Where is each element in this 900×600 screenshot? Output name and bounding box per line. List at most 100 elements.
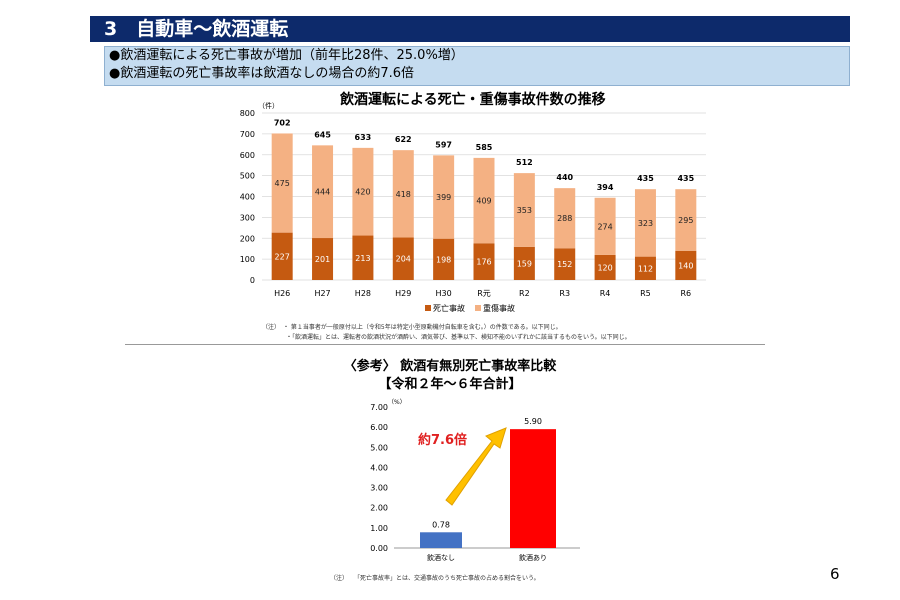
- y-tick-label: 500: [240, 172, 255, 181]
- data-label: 201: [315, 255, 330, 264]
- y-tick-label: 700: [240, 130, 255, 139]
- chart2-note: （注） 「死亡事故率」とは、交通事故のうち死亡事故の占める割合をいう。: [330, 575, 540, 582]
- data-label: 198: [436, 255, 451, 264]
- x-tick-label: H29: [395, 289, 411, 298]
- bar-serious: [554, 188, 576, 249]
- bar-fatal: [634, 256, 656, 280]
- y-tick-label: 200: [240, 234, 255, 243]
- y-tick-label: 0.00: [370, 544, 388, 553]
- data-label: 213: [355, 254, 370, 263]
- chart1-note: （注） ・ 第１当事者が一般原付以上（令和5年は特定小型原動機付自転車を含む。）…: [262, 324, 562, 331]
- data-label: 5.90: [524, 417, 542, 426]
- x-tick-label: R元: [477, 289, 491, 298]
- bar-serious: [473, 157, 495, 244]
- data-label: 420: [355, 188, 370, 197]
- data-label: 475: [275, 179, 290, 188]
- y-axis-unit: （件）: [258, 101, 279, 110]
- total-label: 702: [274, 118, 291, 127]
- bar-serious: [594, 197, 616, 255]
- bar-fatal: [594, 254, 616, 280]
- data-label: 152: [557, 260, 572, 269]
- bar-fatal: [352, 235, 374, 280]
- x-tick-label: R2: [519, 289, 530, 298]
- y-tick-label: 100: [240, 255, 255, 264]
- page-number: 6: [830, 565, 840, 583]
- chart1-note: ・「飲酒運転」とは、運転者の飲酒状況が酒酔い、酒気帯び、基準以下、検知不能のいず…: [286, 334, 631, 341]
- y-tick-label: 0: [250, 276, 255, 285]
- divider: [125, 344, 765, 345]
- x-tick-label: H30: [436, 289, 452, 298]
- y-tick-label: 4.00: [370, 463, 388, 472]
- bar-fatal: [473, 243, 495, 280]
- bar-fatal: [392, 237, 414, 280]
- y-tick-label: 6.00: [370, 423, 388, 432]
- data-label: 176: [476, 258, 491, 267]
- legend-swatch: [475, 305, 481, 311]
- bar-fatal: [554, 248, 576, 280]
- arrow-icon: [445, 427, 507, 506]
- y-tick-label: 7.00: [370, 403, 388, 412]
- y-tick-label: 400: [240, 193, 255, 202]
- data-label: 227: [275, 252, 290, 261]
- x-tick-label: R6: [680, 289, 691, 298]
- bar-serious: [433, 155, 455, 239]
- data-label: 399: [436, 193, 451, 202]
- y-tick-label: 3.00: [370, 484, 388, 493]
- data-label: 274: [597, 222, 612, 231]
- total-label: 622: [395, 135, 412, 144]
- bar-serious: [513, 173, 535, 247]
- bar-serious: [352, 147, 374, 236]
- summary-box: ●飲酒運転による死亡事故が増加（前年比28件、25.0%増） ●飲酒運転の死亡事…: [104, 46, 850, 86]
- x-tick-label: R4: [600, 289, 611, 298]
- bar: [420, 532, 462, 548]
- total-label: 585: [476, 143, 493, 152]
- legend-swatch: [425, 305, 431, 311]
- ratio-annotation: 約7.6倍: [418, 432, 467, 448]
- summary-line: ●飲酒運転の死亡事故率は飲酒なしの場合の約7.6倍: [109, 66, 415, 81]
- bar-fatal: [433, 238, 455, 280]
- total-label: 435: [637, 174, 654, 183]
- x-tick-label: 飲酒なし: [427, 553, 455, 562]
- bar-serious: [634, 189, 656, 257]
- y-tick-label: 2.00: [370, 504, 388, 513]
- chart1-title: 飲酒運転による死亡・重傷事故件数の推移: [340, 92, 606, 108]
- x-tick-label: R3: [559, 289, 570, 298]
- x-tick-label: H26: [274, 289, 290, 298]
- y-tick-label: 600: [240, 151, 255, 160]
- data-label: 288: [557, 214, 572, 223]
- total-label: 512: [516, 158, 533, 167]
- bar-fatal: [312, 238, 334, 280]
- x-tick-label: H28: [355, 289, 371, 298]
- summary-line: ●飲酒運転による死亡事故が増加（前年比28件、25.0%増）: [109, 48, 464, 63]
- total-label: 394: [597, 183, 614, 192]
- section-header: 3 自動車～飲酒運転: [90, 16, 850, 42]
- total-label: 435: [677, 174, 694, 183]
- y-tick-label: 300: [240, 213, 255, 222]
- x-tick-label: H27: [314, 289, 330, 298]
- x-tick-label: R5: [640, 289, 651, 298]
- ref-subtitle: 【令和２年～６年合計】: [378, 377, 522, 392]
- data-label: 120: [597, 263, 612, 272]
- data-label: 140: [678, 261, 693, 270]
- total-label: 597: [435, 140, 452, 149]
- data-label: 444: [315, 188, 330, 197]
- bar: [510, 429, 556, 548]
- data-label: 409: [476, 197, 491, 206]
- data-label: 418: [396, 190, 411, 199]
- bar-fatal: [675, 250, 697, 280]
- data-label: 323: [638, 219, 653, 228]
- data-label: 159: [517, 259, 532, 268]
- bar-serious: [271, 133, 293, 233]
- bar-fatal: [271, 232, 293, 280]
- y-axis-unit: （%）: [388, 399, 406, 406]
- bar-serious: [392, 150, 414, 238]
- total-label: 633: [355, 133, 372, 142]
- total-label: 645: [314, 130, 331, 139]
- y-tick-label: 800: [240, 109, 255, 118]
- x-tick-label: 飲酒あり: [519, 553, 547, 562]
- data-label: 353: [517, 206, 532, 215]
- y-tick-label: 1.00: [370, 524, 388, 533]
- total-label: 440: [556, 173, 573, 182]
- data-label: 0.78: [432, 520, 450, 529]
- y-tick-label: 5.00: [370, 443, 388, 452]
